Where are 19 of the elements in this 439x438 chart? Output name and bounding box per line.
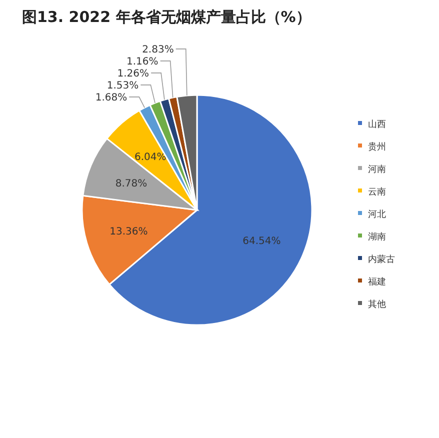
legend-label: 湖南 <box>368 232 386 242</box>
legend-label: 贵州 <box>368 142 386 152</box>
data-label: 1.68% <box>95 92 128 104</box>
data-label: 1.26% <box>117 68 150 80</box>
chart-title: 图13. 2022 年各省无烟煤产量占比（%） <box>22 8 311 26</box>
data-label: 2.83% <box>142 44 174 56</box>
legend-label: 其他 <box>368 299 386 310</box>
legend-label: 河南 <box>368 164 386 175</box>
data-label: 8.78% <box>115 178 148 190</box>
legend-label: 云南 <box>368 186 386 198</box>
data-label: 64.54% <box>242 236 281 247</box>
data-label: 13.36% <box>110 226 148 238</box>
data-label: 6.04% <box>134 152 166 164</box>
legend-label: 内蒙古 <box>368 254 395 265</box>
legend-label: 河北 <box>368 209 386 220</box>
data-label: 1.53% <box>106 80 139 92</box>
legend-label: 福建 <box>368 276 386 288</box>
legend-label: 山西 <box>368 119 386 130</box>
data-label: 1.16% <box>126 56 158 68</box>
